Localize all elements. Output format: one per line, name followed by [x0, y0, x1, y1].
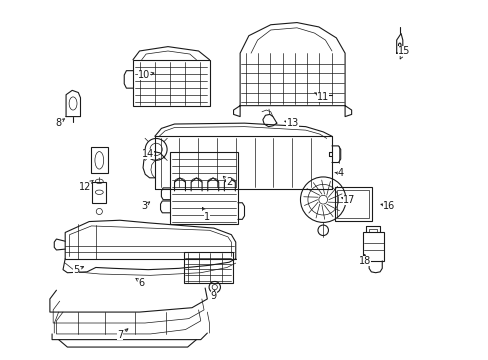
Text: 18: 18 [358, 255, 370, 266]
Text: 5: 5 [73, 265, 83, 275]
Bar [170, 152, 238, 224]
Text: 13: 13 [284, 118, 298, 128]
Text: 10: 10 [138, 70, 154, 80]
Text: 15: 15 [397, 46, 409, 59]
Bar [337, 190, 368, 219]
Text: 9: 9 [210, 290, 217, 301]
Bar [334, 187, 371, 221]
Bar [184, 252, 233, 283]
Text: 4: 4 [334, 168, 343, 179]
Text: 8: 8 [56, 118, 64, 128]
Text: 2: 2 [223, 176, 232, 187]
Text: 11: 11 [314, 92, 329, 102]
Text: 6: 6 [136, 278, 144, 288]
Bar [362, 233, 383, 261]
Text: 7: 7 [117, 329, 128, 340]
Bar [133, 60, 209, 105]
Text: 17: 17 [341, 195, 355, 205]
Bar [90, 147, 108, 174]
Text: 14: 14 [142, 149, 154, 159]
Bar [92, 182, 106, 203]
Text: 1: 1 [202, 207, 210, 222]
Text: 3: 3 [141, 201, 149, 211]
Text: 16: 16 [380, 201, 394, 211]
Text: 12: 12 [79, 180, 93, 192]
